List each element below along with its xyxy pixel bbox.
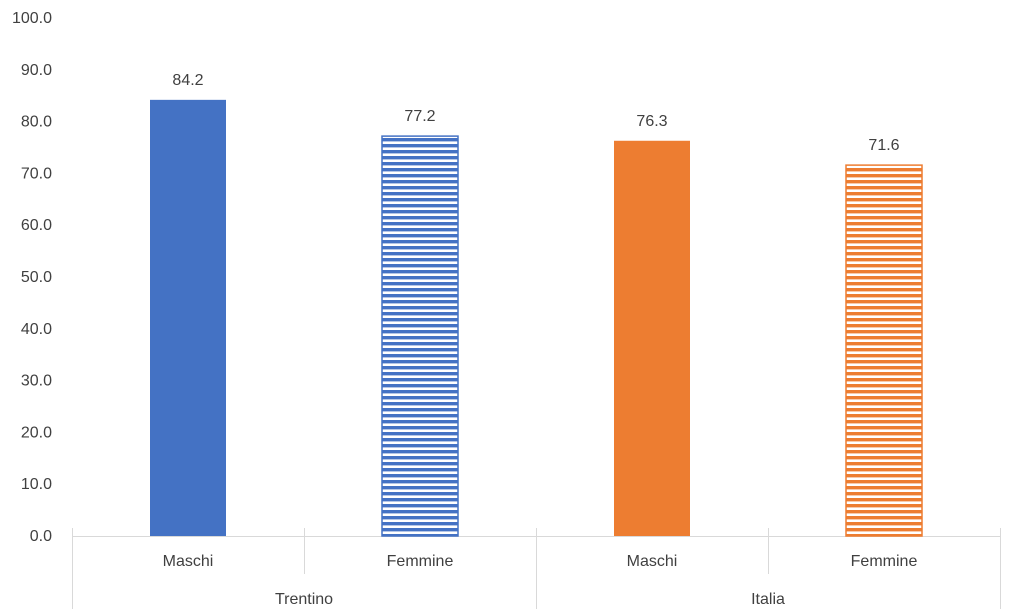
bar [150, 99, 226, 537]
y-tick-label: 60.0 [21, 217, 52, 234]
bar [381, 135, 459, 537]
y-tick-label: 30.0 [21, 373, 52, 390]
x-category-label: Femmine [387, 553, 454, 570]
labels-layer: 84.2 77.2 76.3 71.6 Maschi Femmine Maschi Femmi… [163, 72, 918, 608]
y-tick-label: 90.0 [21, 62, 52, 79]
y-tick-label: 80.0 [21, 114, 52, 131]
x-group-label: Trentino [275, 591, 333, 608]
bars-layer [150, 99, 923, 537]
bar [845, 164, 923, 537]
y-tick-label: 100.0 [12, 10, 52, 27]
y-tick-label: 0.0 [30, 528, 52, 545]
bar [614, 140, 690, 537]
x-category-label: Femmine [851, 553, 918, 570]
y-tick-label: 70.0 [21, 165, 52, 182]
y-tick-label: 50.0 [21, 269, 52, 286]
data-label: 71.6 [868, 137, 899, 154]
data-label: 76.3 [636, 113, 667, 130]
data-label: 77.2 [404, 108, 435, 125]
y-tick-label: 20.0 [21, 424, 52, 441]
y-tick-label: 40.0 [21, 321, 52, 338]
y-tick-label: 10.0 [21, 476, 52, 493]
data-label: 84.2 [172, 72, 203, 89]
x-category-label: Maschi [627, 553, 678, 570]
x-category-label: Maschi [163, 553, 214, 570]
axis-layer: 0.0 10.0 20.0 30.0 40.0 50.0 60.0 70.0 80.0 90.0 1… [12, 10, 1001, 609]
x-group-label: Italia [751, 591, 785, 608]
